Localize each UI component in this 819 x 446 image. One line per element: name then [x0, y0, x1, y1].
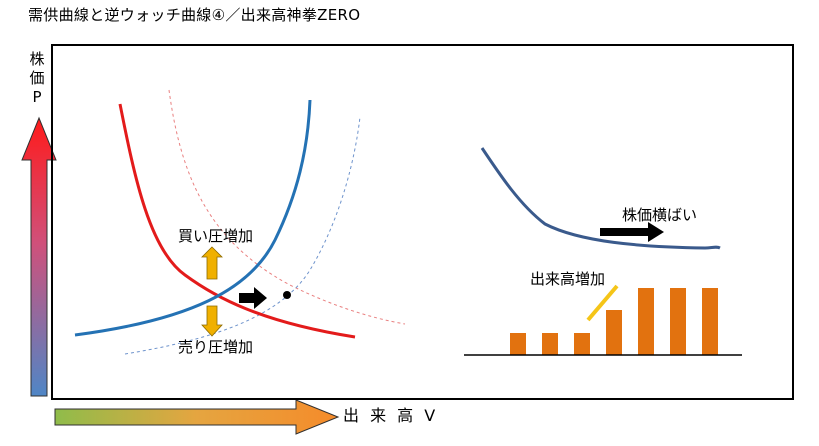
supply-curve [118, 103, 356, 339]
equilibrium-point [283, 291, 291, 299]
volume-axis-arrow [54, 399, 340, 435]
volume-bar [638, 288, 654, 355]
y-axis-label-line: 価 [29, 69, 45, 87]
price-flat-arrow [600, 222, 664, 242]
volume-bar [510, 333, 526, 355]
demand-curve [74, 99, 312, 337]
volume-bar [702, 288, 718, 355]
shift-arrow [239, 287, 267, 309]
sell-pressure-arrow [201, 305, 223, 337]
x-axis-label: 出 来 高 V [343, 406, 439, 425]
volume-bar [574, 333, 590, 355]
price-curve [480, 147, 721, 250]
volume-bar-group [510, 288, 718, 355]
volume-up-label: 出来高増加 [530, 270, 606, 288]
price-axis-arrow [21, 116, 57, 397]
sell-pressure-label: 売り圧増加 [178, 338, 254, 356]
y-axis-label-line: 株 [29, 50, 45, 68]
diagram-title: 需供曲線と逆ウォッチ曲線④／出来高神拳ZERO [28, 6, 361, 24]
shifted-supply-curve [168, 89, 406, 325]
volume-bar [670, 288, 686, 355]
price-flat-label: 株価横ばい [622, 206, 698, 224]
volume-up-indicator [586, 284, 619, 322]
chart-frame [51, 44, 794, 400]
volume-bar [542, 333, 558, 355]
volume-bar [606, 310, 622, 355]
buy-pressure-label: 買い圧増加 [178, 227, 254, 245]
y-axis-label-line: P [32, 88, 42, 106]
y-axis-label: 株 価 P [26, 50, 48, 107]
buy-pressure-arrow [201, 246, 223, 280]
